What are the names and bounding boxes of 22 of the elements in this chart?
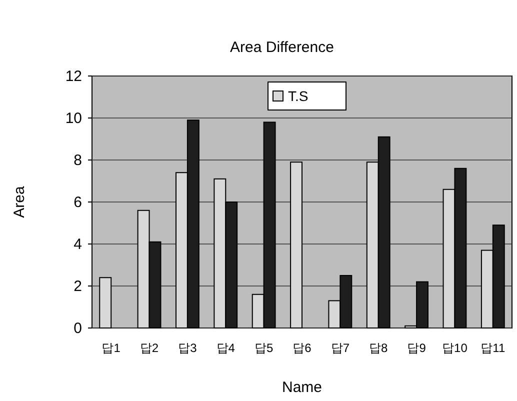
x-tick-label: 답8 (369, 341, 388, 355)
x-tick-label: 답2 (140, 341, 159, 355)
x-tick-label: 답7 (330, 341, 350, 355)
x-axis-title: Name (282, 379, 322, 396)
y-tick-label: 12 (65, 68, 82, 85)
y-tick-label: 6 (74, 194, 82, 211)
x-tick-label: 답1 (102, 341, 121, 355)
legend-label: T.S (288, 88, 308, 104)
x-tick-label: 답3 (178, 341, 198, 355)
y-tick-label: 8 (74, 152, 82, 169)
y-tick-label: 0 (74, 320, 82, 337)
x-tick-label: 답6 (292, 341, 312, 355)
y-axis-title: Area (11, 186, 28, 218)
x-tick-label: 답9 (407, 341, 426, 355)
y-tick-label: 2 (74, 278, 82, 295)
y-tick-label: 10 (65, 110, 82, 127)
x-tick-label: 답10 (442, 341, 468, 355)
y-tick-label: 4 (74, 236, 82, 253)
x-tick-label: 답5 (254, 341, 274, 355)
x-tick-label: 답11 (480, 341, 506, 355)
chart-title: Area Difference (230, 39, 334, 56)
x-tick-label: 답4 (216, 341, 236, 355)
